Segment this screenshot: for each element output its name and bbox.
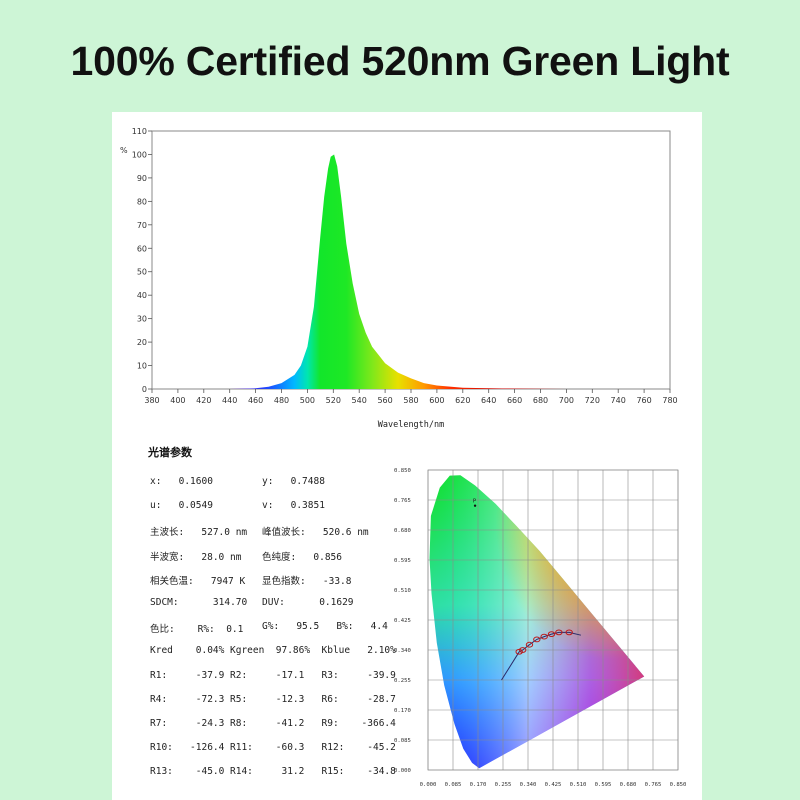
x-tick-label: 440 xyxy=(222,396,237,405)
planckian-marker xyxy=(519,647,527,653)
x-tick-label: 660 xyxy=(507,396,522,405)
cie-y-tick-label: 0.510 xyxy=(394,588,411,594)
cie-x-tick-label: 0.850 xyxy=(670,782,687,788)
x-tick-label: 700 xyxy=(559,396,574,405)
headline: 100% Certified 520nm Green Light xyxy=(70,38,730,84)
x-tick-label: 760 xyxy=(636,396,651,405)
param-label: 色比: R%: 0.1 xyxy=(150,624,244,636)
x-axis-label: Wavelength/nm xyxy=(378,420,445,430)
x-tick-label: 600 xyxy=(429,396,444,405)
x-tick-label: 720 xyxy=(585,396,600,405)
y-tick-label: 100 xyxy=(132,150,147,159)
cie-y-tick-label: 0.085 xyxy=(394,738,411,744)
x-tick-label: 420 xyxy=(196,396,211,405)
cie-y-tick-label: 0.255 xyxy=(394,678,411,684)
cie-x-tick-label: 0.680 xyxy=(620,782,637,788)
y-tick-label: 10 xyxy=(137,362,147,371)
param-value: v: 0.3851 xyxy=(262,500,325,512)
param-label: R13: -45.0 xyxy=(150,766,225,778)
cie-y-tick-label: 0.765 xyxy=(394,498,411,504)
report-panel: 0 10 20 30 40 50 60 70 80 90 100 110 380 400 420 440 460… xyxy=(112,112,702,800)
param-label: 主波长: 527.0 nm xyxy=(150,527,248,539)
cie-x-tick-label: 0.425 xyxy=(545,782,562,788)
planckian-locus xyxy=(501,631,582,681)
param-label: R1: -37.9 xyxy=(150,669,225,681)
cie-y-tick-label: 0.595 xyxy=(394,558,411,564)
planckian-marker xyxy=(555,629,563,636)
x-tick-label: 640 xyxy=(481,396,496,405)
x-tick-label: 540 xyxy=(352,396,367,405)
cie-x-tick-label: 0.595 xyxy=(595,782,612,788)
param-label: u: 0.0549 xyxy=(150,500,213,512)
param-label: 半波宽: 28.0 nm xyxy=(150,551,242,563)
param-label: R7: -24.3 xyxy=(150,718,225,729)
cie-x-tick-label: 0.765 xyxy=(645,782,662,788)
param-label: 相关色温: 7947 K xyxy=(150,575,246,587)
cie-x-tick-label: 0.085 xyxy=(445,782,462,788)
param-value: 峰值波长: 520.6 nm xyxy=(262,527,369,539)
spectrum-plot-area xyxy=(151,130,671,390)
x-tick-label: 500 xyxy=(300,396,315,405)
cie-chart: 0.000 0.085 0.170 0.255 0.340 0.425 0.510 0.595… xyxy=(394,468,687,788)
x-tick-label: 480 xyxy=(274,396,289,405)
y-tick-label: 30 xyxy=(137,315,147,324)
param-value: R11: -60.3 R12: -45.2 xyxy=(230,742,396,754)
x-tick-label: 460 xyxy=(248,396,263,405)
measured-point-label: P xyxy=(473,499,476,505)
x-tick-label: 580 xyxy=(403,396,418,405)
y-tick-label: 50 xyxy=(137,268,147,277)
param-value: 显色指数: -33.8 xyxy=(262,575,352,587)
param-value: Kgreen 97.86% Kblue 2.10% xyxy=(230,645,396,657)
cie-x-tick-label: 0.170 xyxy=(470,782,487,788)
cie-y-tick-label: 0.340 xyxy=(394,648,411,654)
measured-point xyxy=(473,504,477,507)
x-tick-label: 620 xyxy=(455,396,470,405)
param-value: R8: -41.2 R9: -366.4 xyxy=(230,718,396,729)
y-tick-label: 20 xyxy=(137,338,147,347)
param-label: R10: -126.4 xyxy=(150,742,225,754)
planckian-marker xyxy=(533,636,541,643)
y-tick-label: 80 xyxy=(137,197,147,206)
planckian-marker xyxy=(565,629,573,636)
y-tick-label: 0 xyxy=(142,385,147,394)
planckian-marker xyxy=(525,641,534,648)
cie-y-tick-label: 0.850 xyxy=(394,468,411,474)
cie-y-tick-label: 0.170 xyxy=(394,708,411,714)
cie-y-tick-label: 0.000 xyxy=(394,768,411,774)
y-tick-label: 70 xyxy=(137,221,147,230)
param-value: 色纯度: 0.856 xyxy=(262,551,342,563)
x-tick-label: 680 xyxy=(533,396,548,405)
cie-x-tick-label: 0.510 xyxy=(570,782,587,788)
cie-y-tick-label: 0.680 xyxy=(394,528,411,534)
params-title: 光谱参数 xyxy=(148,446,192,459)
x-tick-label: 520 xyxy=(326,396,341,405)
cie-y-tick-label: 0.425 xyxy=(394,618,411,624)
x-tick-label: 780 xyxy=(662,396,677,405)
y-tick-label: 40 xyxy=(137,291,147,300)
x-tick-label: 400 xyxy=(170,396,185,405)
param-value: G%: 95.5 B%: 4.4 xyxy=(262,621,388,633)
cie-x-tick-label: 0.340 xyxy=(520,782,537,788)
param-value: R5: -12.3 R6: -28.7 xyxy=(230,693,396,705)
planckian-marker xyxy=(547,631,556,638)
y-axis-label: % xyxy=(120,146,128,155)
spectrum-chart: 0 10 20 30 40 50 60 70 80 90 100 110 380 400 420 440 460… xyxy=(120,127,678,430)
x-tick-label: 380 xyxy=(144,396,159,405)
cie-x-tick-label: 0.255 xyxy=(495,782,512,788)
cie-x-tick-label: 0.000 xyxy=(420,782,437,788)
param-label: R4: -72.3 xyxy=(150,693,225,705)
param-label: SDCM: 314.70 xyxy=(150,597,248,608)
y-tick-label: 110 xyxy=(132,127,147,136)
param-value: R2: -17.1 R3: -39.9 xyxy=(230,669,396,681)
param-label: x: 0.1600 xyxy=(150,476,213,487)
param-value: DUV: 0.1629 xyxy=(262,597,354,608)
param-value: y: 0.7488 xyxy=(262,476,325,487)
y-tick-label: 90 xyxy=(137,174,147,183)
x-tick-label: 740 xyxy=(611,396,626,405)
param-value: R14: 31.2 R15: -34.8 xyxy=(230,766,396,778)
x-tick-label: 560 xyxy=(377,396,392,405)
param-label: Kred 0.04% xyxy=(150,645,225,657)
y-tick-label: 60 xyxy=(137,244,147,253)
planckian-marker xyxy=(540,633,548,640)
